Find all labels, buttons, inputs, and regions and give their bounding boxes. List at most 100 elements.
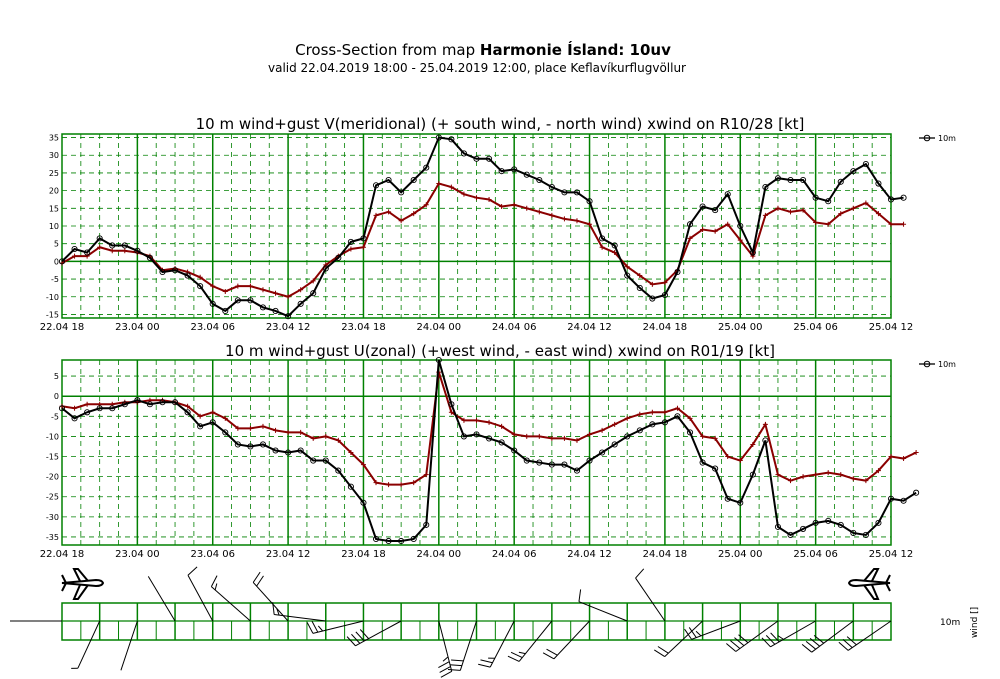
x-tick-label: 24.04 12 (567, 549, 612, 560)
data-point-10m (146, 254, 153, 261)
data-point-gust (561, 435, 567, 441)
zonal-chart-legend: 10m (919, 360, 956, 369)
y-tick-label: 35 (49, 134, 59, 143)
data-point-10m (787, 531, 794, 538)
wind-barb-staff (147, 576, 176, 622)
data-point-gust (788, 209, 794, 215)
y-tick-label: -20 (46, 473, 59, 482)
wind-barb-flag (801, 644, 813, 653)
wind-barb-staff (518, 620, 553, 662)
data-point-10m (184, 272, 191, 279)
wind-barb-staff (312, 620, 364, 634)
data-point-10m (812, 194, 819, 201)
data-point-gust (310, 435, 316, 441)
x-tick-label: 25.04 12 (869, 549, 914, 560)
data-point-10m (875, 519, 882, 526)
data-point-10m (599, 235, 606, 242)
data-point-10m (159, 268, 166, 276)
data-point-10m (247, 297, 254, 304)
data-point-10m (360, 235, 367, 242)
data-point-10m (310, 290, 317, 297)
x-tick-label: 22.04 18 (40, 322, 85, 333)
data-point-gust (197, 274, 203, 280)
wind-barb-flag (657, 646, 669, 654)
y-tick-label: 20 (49, 187, 59, 196)
data-point-gust (348, 450, 354, 455)
wind-barb-flag (770, 632, 780, 643)
wind-barb-flag (440, 670, 453, 678)
data-point-gust (474, 195, 479, 201)
data-point-gust (901, 456, 907, 462)
data-point-gust (373, 212, 379, 218)
meridional-chart-legend: 10m (919, 134, 956, 143)
data-point-10m (825, 198, 832, 205)
y-tick-label: 25 (49, 169, 59, 178)
legend-label-10m: 10m (938, 134, 956, 143)
wind-barb-staff (211, 586, 251, 622)
y-tick-label: 10 (49, 222, 59, 231)
wind-barb-flag (311, 621, 319, 633)
wind-barb-flag (480, 659, 493, 664)
data-point-10m (837, 178, 844, 185)
data-point-10m (825, 517, 832, 524)
wind-barb-flag (478, 663, 491, 668)
data-point-gust (285, 429, 291, 435)
data-point-gust (536, 433, 542, 439)
data-point-10m (699, 203, 706, 210)
data-point-gust (624, 264, 630, 270)
x-tick-label: 25.04 00 (718, 549, 763, 560)
data-point-gust (549, 435, 555, 441)
wind-barb-flag (306, 622, 314, 634)
wind-barb-staff (664, 620, 703, 657)
wind-barb-flag (734, 637, 745, 646)
data-point-gust (813, 472, 819, 478)
data-point-10m (636, 427, 643, 434)
data-point-10m (184, 409, 191, 416)
wind-barb-flag (510, 651, 523, 658)
data-point-10m (310, 457, 317, 464)
data-point-gust (247, 283, 253, 289)
data-point-gust (838, 211, 844, 217)
wind-barb-flag (842, 639, 853, 648)
data-point-10m (385, 176, 392, 184)
data-point-gust (486, 196, 492, 202)
data-point-gust (260, 423, 266, 429)
data-point-gust (222, 415, 228, 421)
legend-label-10m: 10m (938, 360, 956, 369)
y-tick-label: -10 (46, 432, 59, 441)
series-line-gust (61, 371, 917, 486)
x-tick-label: 25.04 06 (793, 549, 838, 560)
data-point-gust (725, 454, 731, 460)
series-line-gust (61, 182, 904, 298)
data-point-10m (222, 429, 229, 436)
data-point-gust (197, 413, 203, 419)
data-point-10m (96, 235, 103, 242)
data-point-10m (473, 155, 480, 162)
data-point-gust (850, 205, 856, 211)
data-point-gust (838, 472, 844, 478)
x-tick-label: 24.04 06 (492, 322, 537, 333)
data-point-gust (273, 290, 279, 296)
data-point-10m (900, 497, 907, 504)
y-tick-label: -15 (46, 310, 59, 319)
wind-strip-level-label: 10m (940, 618, 960, 628)
wind-barb-flag (359, 629, 369, 639)
page-title: Cross-Section from map Harmonie Ísland: … (295, 40, 671, 59)
data-point-10m (285, 313, 292, 320)
y-tick-label: -10 (46, 293, 59, 302)
data-point-10m (360, 499, 367, 506)
data-point-gust (649, 281, 655, 287)
data-point-10m (222, 307, 229, 314)
zonal-chart-grid (61, 359, 892, 546)
data-point-10m (448, 401, 455, 408)
data-point-gust (511, 202, 517, 208)
data-point-10m (686, 221, 694, 228)
data-point-10m (523, 457, 530, 464)
wind-barb-staff (847, 620, 892, 651)
data-point-10m (159, 399, 166, 406)
data-point-10m (259, 441, 267, 448)
data-point-10m (511, 447, 518, 454)
wind-barb-strip: 10m wind [] (10, 566, 980, 678)
data-point-gust (448, 409, 454, 415)
data-point-10m (134, 397, 141, 404)
